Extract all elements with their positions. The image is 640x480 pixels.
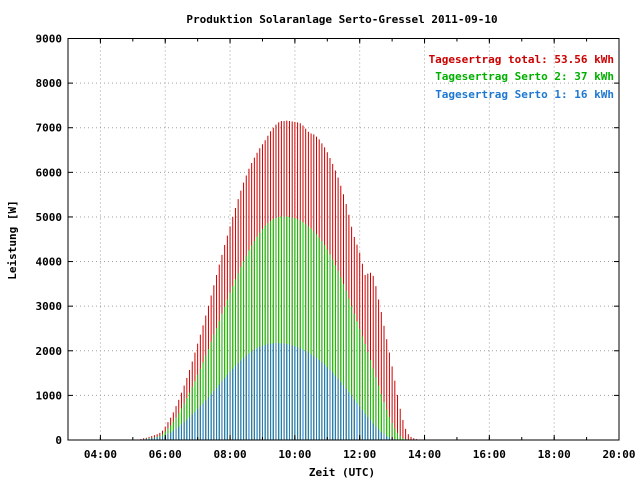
y-tick-label: 8000 [36, 77, 63, 90]
x-axis-label: Zeit (UTC) [309, 466, 375, 479]
x-tick-label: 06:00 [149, 448, 182, 461]
series-serto1-bars [137, 343, 399, 440]
x-axis-ticks: 04:00 06:00 08:00 10:00 12:00 14:00 16:00 18:00… [67, 38, 636, 461]
y-tick-label: 1000 [36, 389, 63, 402]
series-serto2-bars [137, 216, 409, 440]
y-tick-label: 9000 [36, 33, 63, 46]
x-tick-label: 04:00 [84, 448, 117, 461]
x-tick-label: 18:00 [538, 448, 571, 461]
y-tick-label: 5000 [36, 211, 63, 224]
x-tick-label: 12:00 [343, 448, 376, 461]
y-tick-label: 7000 [36, 122, 63, 135]
y-axis-ticks: 0 1000 2000 3000 4000 5000 6000 7000 8000 9000 [36, 33, 619, 447]
x-tick-label: 20:00 [602, 448, 635, 461]
y-tick-label: 3000 [36, 300, 63, 313]
y-tick-label: 6000 [36, 166, 63, 179]
chart-title: Produktion Solaranlage Serto-Gressel 201… [186, 13, 497, 26]
legend-total: Tagesertrag total: 53.56 kWh [429, 53, 614, 66]
legend-serto1: Tagesertrag Serto 1: 16 kWh [435, 88, 614, 101]
y-tick-label: 2000 [36, 345, 63, 358]
x-tick-label: 14:00 [408, 448, 441, 461]
x-tick-label: 08:00 [213, 448, 246, 461]
y-tick-label: 4000 [36, 256, 63, 269]
y-axis-label: Leistung [W] [6, 200, 19, 279]
legend-serto2: Tagesertrag Serto 2: 37 kWh [435, 70, 614, 83]
x-tick-label: 16:00 [473, 448, 506, 461]
y-tick-label: 0 [55, 434, 62, 447]
x-tick-label: 10:00 [278, 448, 311, 461]
legend: Tagesertrag total: 53.56 kWh Tagesertrag… [429, 53, 614, 101]
plot-border [67, 38, 620, 441]
